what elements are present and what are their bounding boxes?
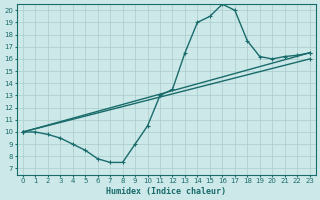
X-axis label: Humidex (Indice chaleur): Humidex (Indice chaleur) — [106, 187, 226, 196]
